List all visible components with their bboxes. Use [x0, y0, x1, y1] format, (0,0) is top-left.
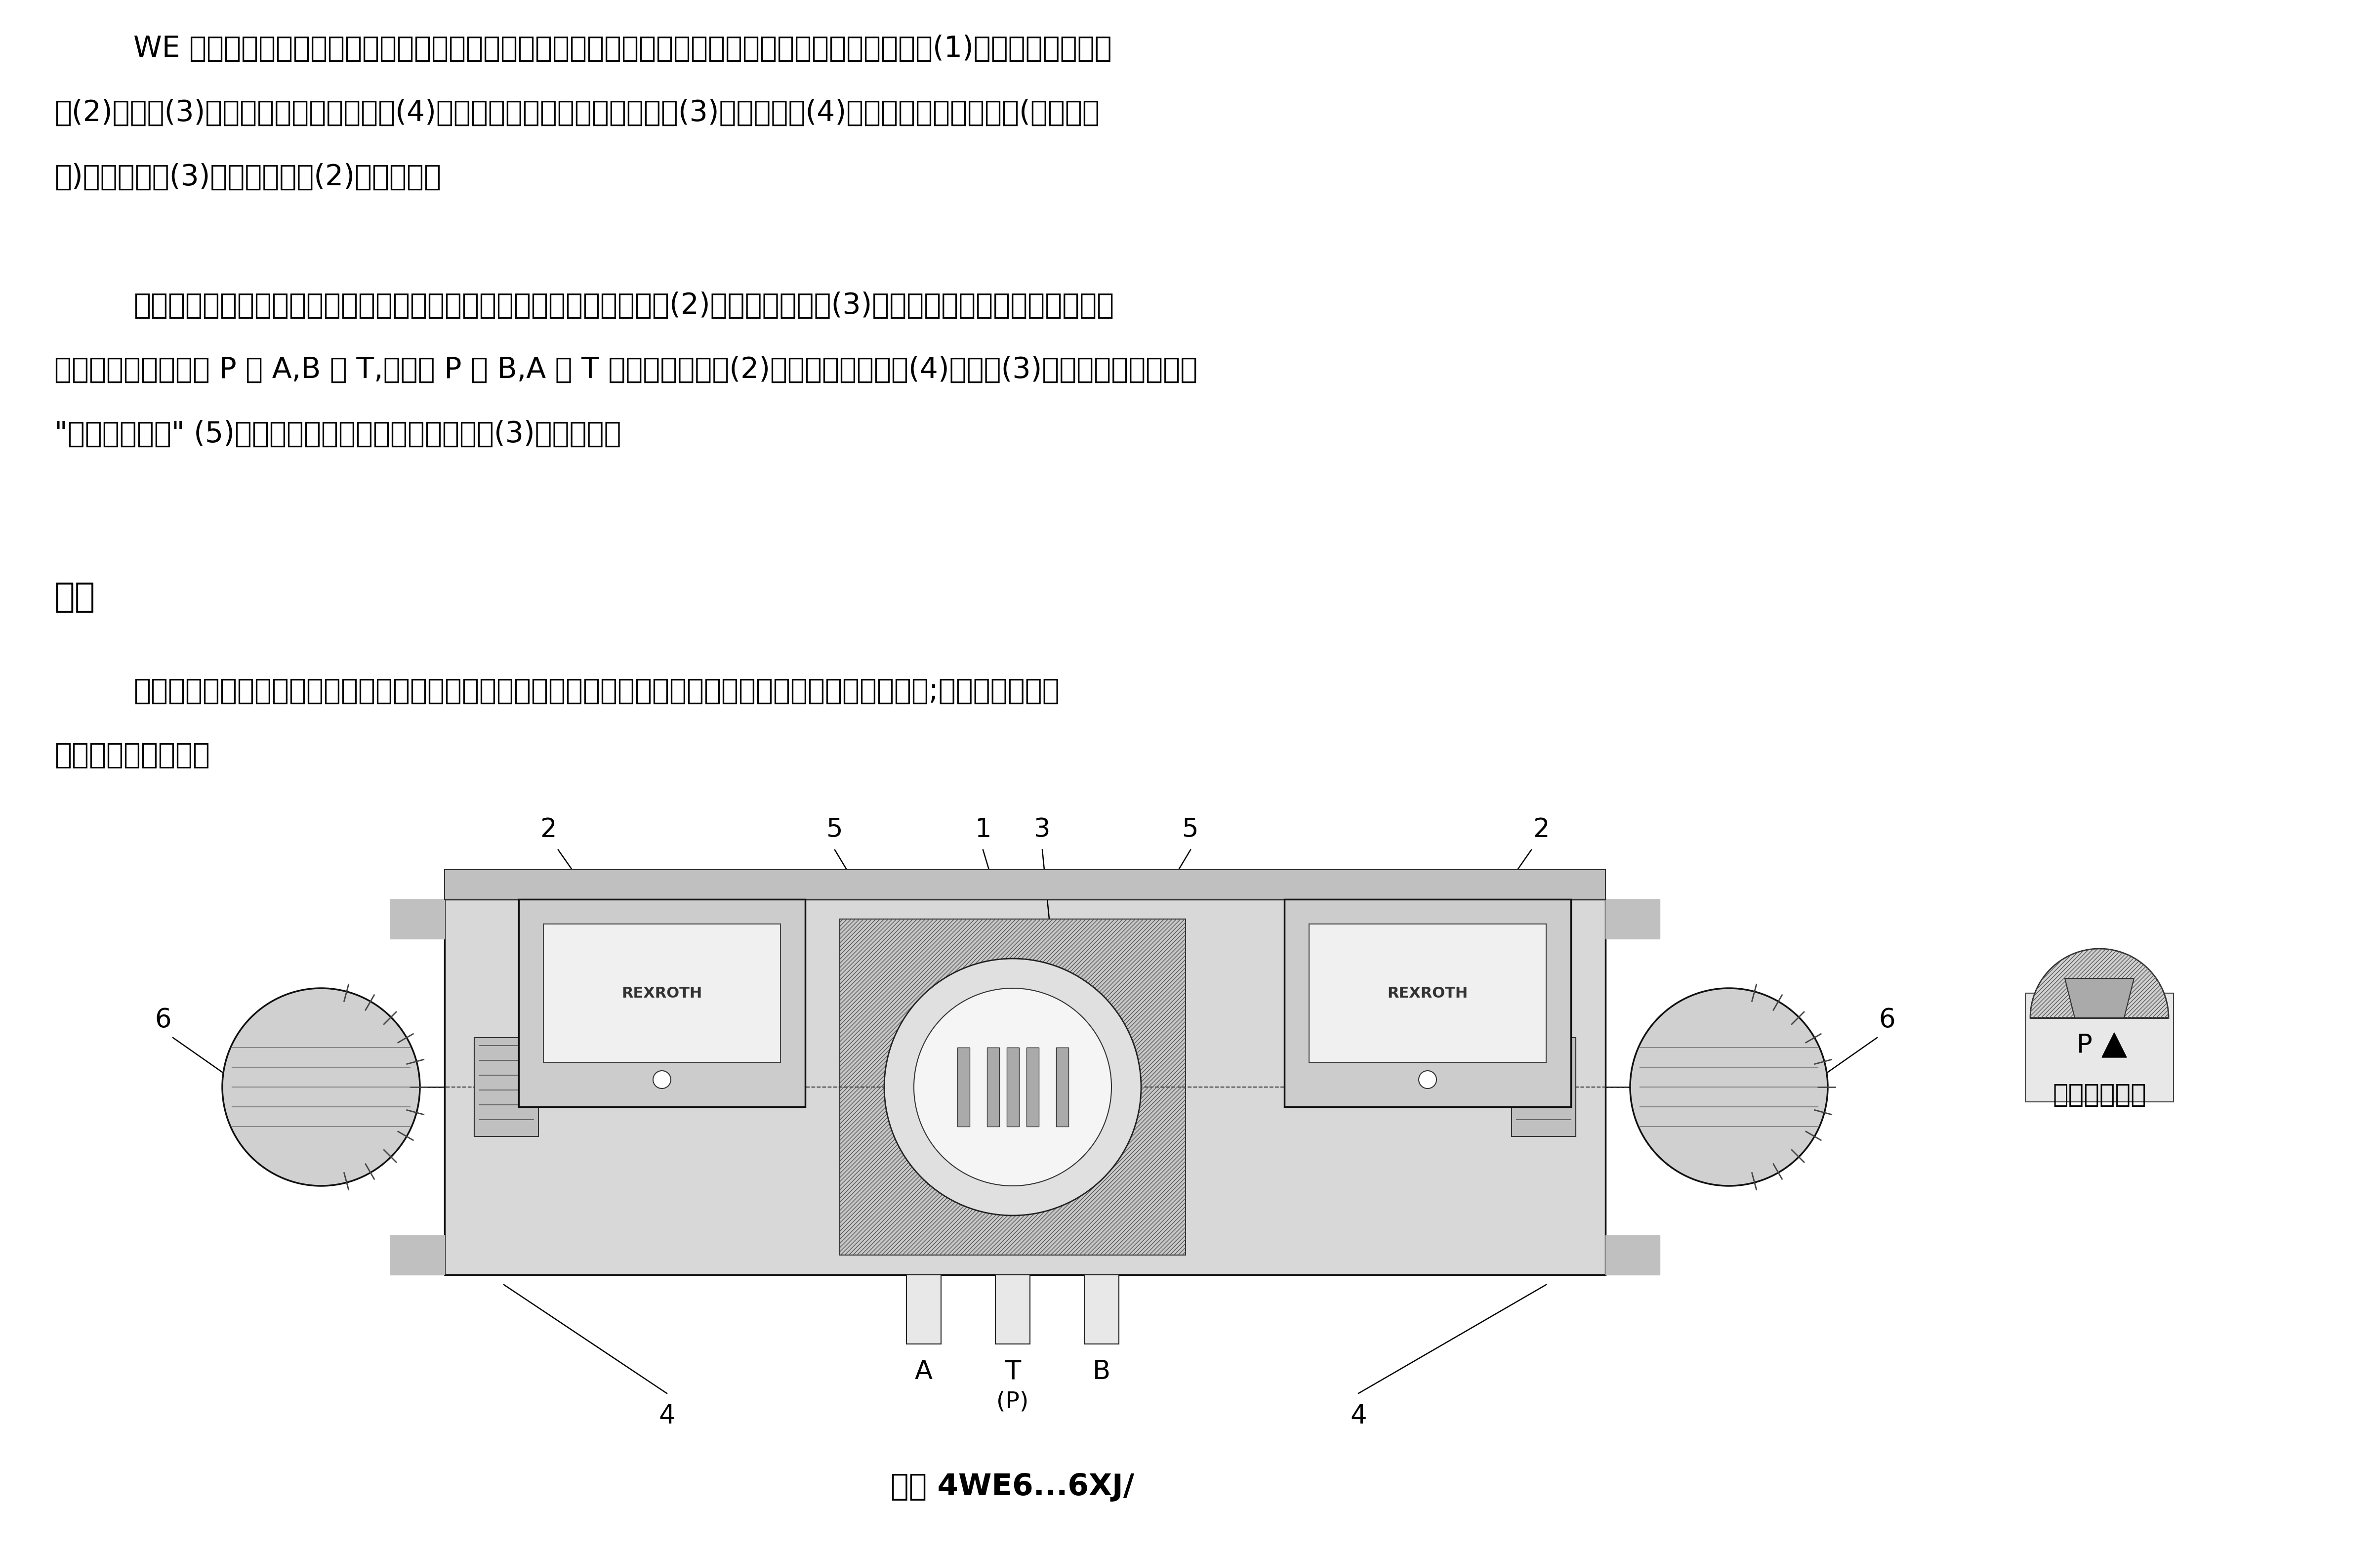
Bar: [1309, 924, 1547, 1062]
Text: A: A: [914, 1359, 933, 1385]
Text: 1: 1: [976, 817, 992, 842]
Text: 注意: 注意: [55, 580, 95, 614]
Text: P: P: [2078, 1031, 2092, 1058]
Bar: [840, 920, 1185, 1255]
Polygon shape: [390, 1235, 445, 1275]
Text: 2: 2: [540, 817, 557, 842]
Polygon shape: [2066, 979, 2135, 1017]
Text: 5: 5: [1183, 817, 1200, 842]
Bar: [988, 1047, 1000, 1126]
Text: 如果兩個或多個閥共用一個回油管，由於壓力峰值可能引起不正常的閥芯運動，特別是帶有定位機構的閥;所以推薦每個閥: 如果兩個或多個閥共用一個回油管，由於壓力峰值可能引起不正常的閥芯運動，特別是帶有…: [133, 676, 1059, 706]
Text: 6: 6: [155, 1007, 171, 1033]
Text: 2: 2: [1533, 817, 1549, 842]
Text: 外)。控制閥芯(3)由濕式電磁鐵(2)進行操作。: 外)。控制閥芯(3)由濕式電磁鐵(2)進行操作。: [55, 163, 440, 191]
Circle shape: [914, 988, 1111, 1187]
Bar: [1007, 1047, 1019, 1126]
Text: 5: 5: [826, 817, 843, 842]
Text: 端位元，壓力油液從 P 至 A,B 至 T,或者從 P 至 B,A 至 T 導通。在電磁鐵(2)斷電後由復位彈簧(4)將閥芯(3)推向中位。作為可選: 端位元，壓力油液從 P 至 A,B 至 T,或者從 P 至 B,A 至 T 導通…: [55, 355, 1197, 385]
Polygon shape: [2102, 1033, 2128, 1058]
Circle shape: [885, 959, 1140, 1216]
Text: 4: 4: [659, 1404, 676, 1428]
Bar: [1085, 1275, 1119, 1345]
Bar: [2025, 993, 2173, 1101]
Polygon shape: [390, 900, 445, 938]
Text: 採用單獨的回油管。: 採用單獨的回油管。: [55, 741, 209, 769]
Circle shape: [1418, 1070, 1438, 1089]
Bar: [519, 900, 804, 1107]
Text: 型號 4WE6...6XJ/: 型號 4WE6...6XJ/: [890, 1472, 1135, 1501]
Polygon shape: [2030, 949, 2168, 1017]
Text: T: T: [1004, 1359, 1021, 1385]
Bar: [995, 1275, 1031, 1345]
Text: 鐵(2)，閥芯(3)以及一個或兩個復位彈簧(4)組成。在沒有通電情況下，閥芯(3)在復位彈簧(4)作用下處於中位或原位(脈衝式除: 鐵(2)，閥芯(3)以及一個或兩個復位彈簧(4)組成。在沒有通電情況下，閥芯(3…: [55, 99, 1100, 127]
Text: "a": "a": [305, 1075, 345, 1100]
Bar: [907, 1275, 940, 1345]
Circle shape: [221, 988, 419, 1187]
Bar: [1511, 1038, 1576, 1137]
Bar: [474, 1038, 538, 1137]
Bar: [957, 1047, 969, 1126]
Text: WE 型換向閥是電磁鐵操作的滑閥式換向閥。它控制液流的開啟，關閉和液流方向。換向閥主要由閥體(1)，一個或兩個電磁: WE 型換向閥是電磁鐵操作的滑閥式換向閥。它控制液流的開啟，關閉和液流方向。換向…: [133, 34, 1111, 62]
Bar: [1026, 1047, 1038, 1126]
Text: 4: 4: [1349, 1404, 1366, 1428]
Bar: [543, 924, 781, 1062]
Bar: [1397, 900, 1457, 1107]
Text: 插入式節流器: 插入式節流器: [2052, 1083, 2147, 1107]
Bar: [445, 870, 1606, 900]
Text: "應急手動操作" (5)可在無電磁鐵控制時，使控制閥芯(3)能夠換向。: "應急手動操作" (5)可在無電磁鐵控制時，使控制閥芯(3)能夠換向。: [55, 420, 621, 448]
Text: REXROTH: REXROTH: [621, 986, 702, 1000]
Polygon shape: [1606, 1235, 1659, 1275]
Text: 6: 6: [1878, 1007, 1894, 1033]
Bar: [1057, 1047, 1069, 1126]
Text: (P): (P): [997, 1391, 1028, 1413]
Text: REXROTH: REXROTH: [1388, 986, 1468, 1000]
Text: 為了確保獲得滿意的功能，務必在電磁線圈的壓力腔充滿油液。電磁鐵(2)的力作用於閥芯(3)上，推動它由靜止位元至所需終: 為了確保獲得滿意的功能，務必在電磁線圈的壓力腔充滿油液。電磁鐵(2)的力作用於閥…: [133, 292, 1114, 320]
Circle shape: [1630, 988, 1828, 1187]
Text: 3: 3: [1033, 817, 1050, 842]
Bar: [633, 900, 693, 1107]
Bar: [840, 920, 1185, 1255]
Bar: [445, 900, 1606, 1275]
Text: B: B: [1092, 1359, 1111, 1385]
Polygon shape: [1606, 900, 1659, 938]
Text: "b": "b": [1704, 1075, 1745, 1100]
Circle shape: [652, 1070, 671, 1089]
Bar: [1285, 900, 1571, 1107]
